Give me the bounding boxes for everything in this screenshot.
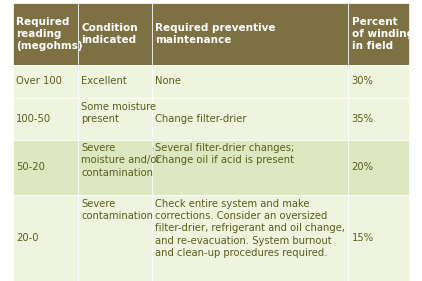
Bar (152, 140, 348, 195)
Text: 30%: 30% (352, 76, 373, 87)
Text: Severe
contamination: Severe contamination (81, 199, 154, 221)
Bar (348, 195, 409, 281)
Text: 50-20: 50-20 (16, 162, 45, 172)
Text: 20-0: 20-0 (16, 233, 38, 243)
Text: Percent
of winding
in field: Percent of winding in field (352, 17, 414, 51)
Bar (78, 98, 152, 140)
Text: 100-50: 100-50 (16, 114, 51, 124)
Bar (152, 98, 348, 140)
Text: Some moisture
present: Some moisture present (81, 101, 157, 124)
Bar (152, 195, 348, 281)
Text: None: None (155, 76, 181, 87)
Text: Several filter-drier changes;
Change oil if acid is present: Several filter-drier changes; Change oil… (155, 143, 295, 165)
Text: Required preventive
maintenance: Required preventive maintenance (155, 23, 276, 45)
Bar (13, 3, 78, 65)
Text: Change filter-drier: Change filter-drier (155, 114, 247, 124)
Bar (13, 195, 78, 281)
Text: 15%: 15% (352, 233, 373, 243)
Text: Check entire system and make
corrections. Consider an oversized
filter-drier, re: Check entire system and make corrections… (155, 199, 345, 258)
Bar (152, 65, 348, 98)
Bar (348, 140, 409, 195)
Text: Severe
moisture and/or
contamination: Severe moisture and/or contamination (81, 143, 161, 178)
Bar (152, 3, 348, 65)
Bar (78, 3, 152, 65)
Bar (13, 65, 78, 98)
Bar (348, 98, 409, 140)
Text: 20%: 20% (352, 162, 373, 172)
Text: Excellent: Excellent (81, 76, 127, 87)
Bar (348, 65, 409, 98)
Bar (78, 195, 152, 281)
Bar (78, 65, 152, 98)
Text: 35%: 35% (352, 114, 373, 124)
Text: Condition
indicated: Condition indicated (81, 23, 138, 45)
Bar (348, 3, 409, 65)
Text: Required
reading
(megohms): Required reading (megohms) (16, 17, 83, 51)
Text: Over 100: Over 100 (16, 76, 62, 87)
Bar (13, 140, 78, 195)
Bar (13, 98, 78, 140)
Bar (78, 140, 152, 195)
